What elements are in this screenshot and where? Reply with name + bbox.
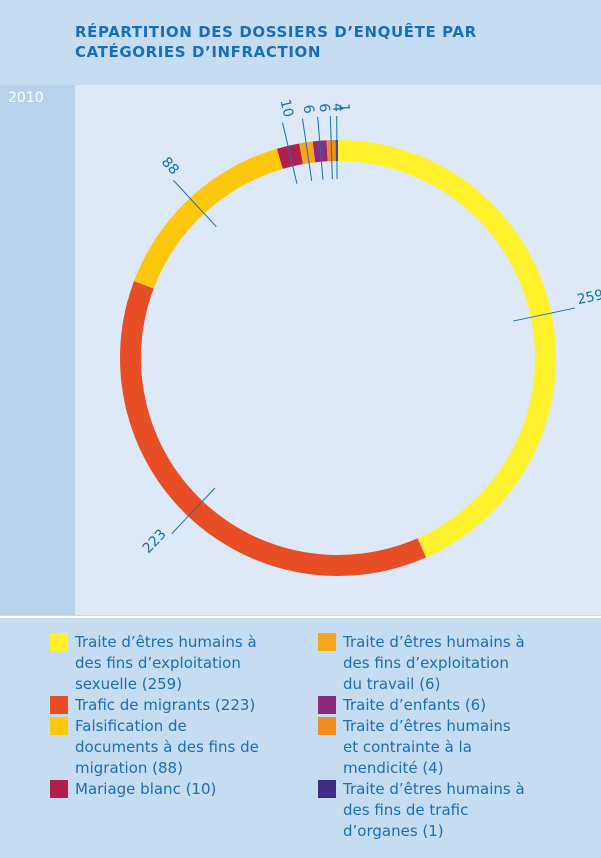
legend-label: Traite d’enfants (6)	[343, 696, 487, 714]
legend-swatch	[318, 717, 336, 735]
donut-segment	[134, 148, 283, 289]
legend-swatch	[318, 696, 336, 714]
legend-swatch	[318, 633, 336, 651]
legend-swatch	[50, 780, 68, 798]
legend-item: Traite d’êtres humains et contrainte à l…	[318, 716, 528, 779]
donut-segment	[120, 281, 427, 576]
legend-swatch	[50, 696, 68, 714]
legend-item: Traite d’êtres humains à des fins d’expl…	[50, 632, 260, 695]
legend-label: Falsification de documents à des fins de…	[75, 717, 259, 777]
year-strip	[0, 85, 75, 615]
legend-label: Traite d’êtres humains à des fins de tra…	[343, 780, 525, 840]
leader-line	[281, 122, 298, 184]
legend-label: Traite d’êtres humains à des fins d’expl…	[75, 633, 257, 693]
data-label: 10	[276, 98, 296, 119]
leader-line	[171, 487, 216, 535]
donut-segment	[338, 140, 556, 558]
chart-title: RÉPARTITION DES DOSSIERS D’ENQUÊTE PAR C…	[75, 23, 477, 61]
leader-line	[329, 116, 333, 180]
legend-item: Traite d’êtres humains à des fins de tra…	[318, 779, 528, 842]
legend-item: Mariage blanc (10)	[50, 779, 260, 800]
legend-label: Traite d’êtres humains et contrainte à l…	[343, 717, 511, 777]
legend-label: Traite d’êtres humains à des fins d’expl…	[343, 633, 525, 693]
data-label: 259	[576, 287, 601, 308]
legend-column: Traite d’êtres humains à des fins d’expl…	[50, 632, 260, 800]
year-label: 2010	[8, 90, 44, 106]
leader-line	[317, 116, 324, 180]
legend-item: Traite d’êtres humains à des fins d’expl…	[318, 632, 528, 695]
legend-item: Trafic de migrants (223)	[50, 695, 260, 716]
data-label: 6	[300, 104, 317, 115]
data-label: 6	[316, 103, 333, 113]
legend-swatch	[318, 780, 336, 798]
leader-line	[301, 118, 313, 182]
legend-swatch	[50, 633, 68, 651]
chart-bg	[75, 85, 601, 615]
data-label: 1	[336, 103, 352, 112]
legend-column: Traite d’êtres humains à des fins d’expl…	[318, 632, 528, 842]
legend-item: Falsification de documents à des fins de…	[50, 716, 260, 779]
legend-label: Mariage blanc (10)	[75, 780, 217, 798]
separator	[0, 616, 601, 618]
legend-label: Trafic de migrants (223)	[75, 696, 256, 714]
legend-swatch	[50, 717, 68, 735]
leader-line	[513, 307, 575, 322]
legend-item: Traite d’enfants (6)	[318, 695, 528, 716]
leader-line	[173, 180, 217, 228]
data-label: 4	[329, 103, 345, 113]
